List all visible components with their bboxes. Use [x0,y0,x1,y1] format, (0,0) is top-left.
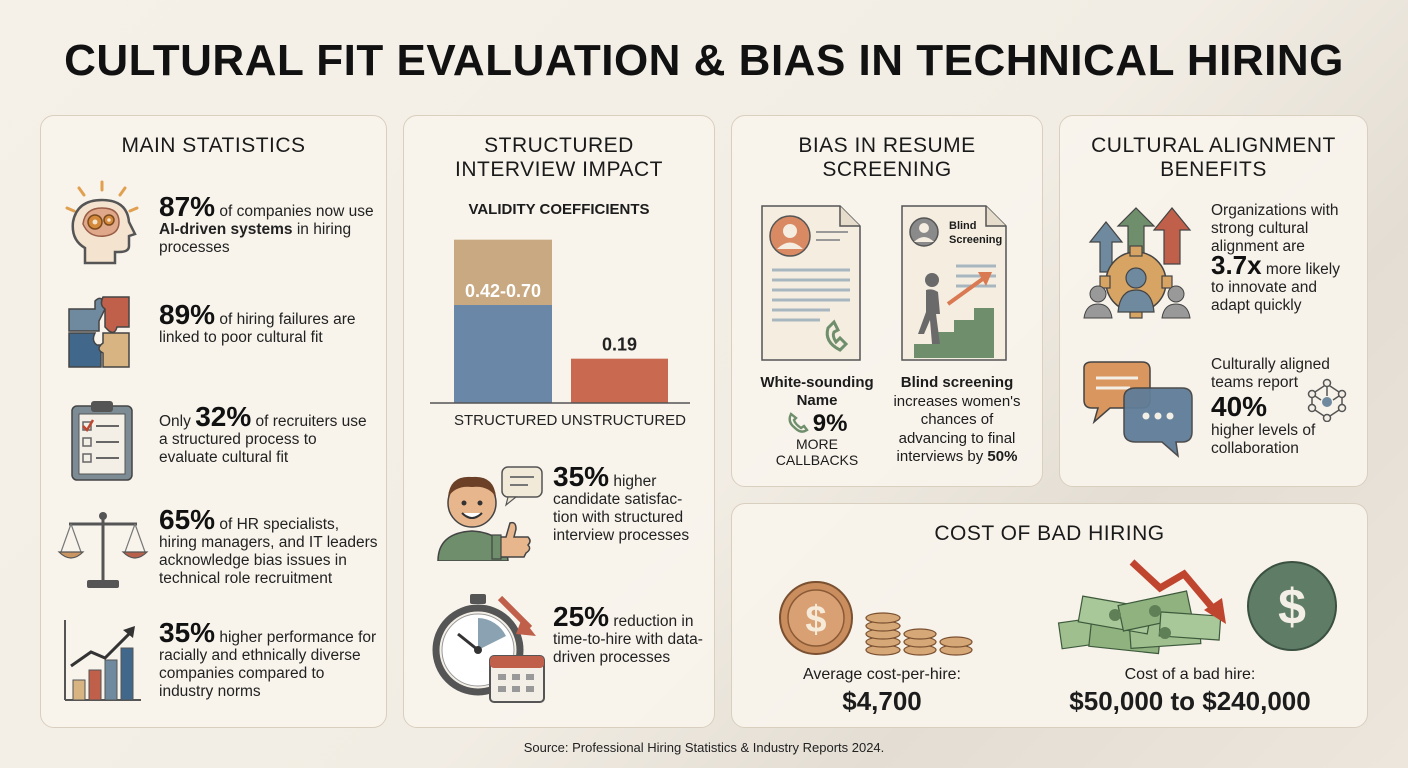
stat-diverse-performance: 35% higher performance for racially and … [159,617,377,701]
coin-stack-icon: $ [779,581,973,656]
main-statistics-panel: MAIN STATISTICS 87% of companies now use… [40,115,387,728]
cash-pile-down-arrow-icon: $ [1057,559,1337,655]
data-label-structured: 0.42-0.70 [465,281,541,301]
brain-gears-icon [65,180,139,265]
chart-title: VALIDITY COEFFICIENTS [468,201,650,218]
team-gear-arrows-icon [1083,207,1192,319]
resume-bias-panel: BIAS IN RESUME SCREENING Blind Screen [731,115,1043,487]
bar-label-unstructured: UNSTRUCTURED [561,412,686,429]
svg-text:$: $ [1278,579,1306,635]
scales-icon [57,512,149,588]
clipboard-checklist-icon [71,401,133,481]
resume-bias-heading: BIAS IN RESUME SCREENING [798,134,976,181]
stat-structured-process: Only 32% of recruiters use a structured … [159,401,367,467]
bad-hiring-panel: COST OF BAD HIRING $ Average cost-per-hi… [731,503,1368,728]
data-label-unstructured: 0.19 [602,335,637,355]
stat-innovation-likelihood: Organizations with strong cultural align… [1211,202,1340,314]
stat-time-to-hire: 25% reduction in time-to-hire with data-… [553,601,703,667]
cultural-alignment-panel: CULTURAL ALIGNMENT BENEFITS Organization… [1059,115,1368,487]
cultural-alignment-heading: CULTURAL ALIGNMENT BENEFITS [1091,134,1336,181]
white-name-callbacks: White-sounding Name 9% MORE CALLBACKS [760,374,874,468]
bad-hiring-heading: COST OF BAD HIRING [934,522,1165,545]
blind-screening-document-icon [901,205,1007,361]
structured-interview-panel: STRUCTURED INTERVIEW IMPACT VALIDITY COE… [403,115,715,728]
satisfied-candidate-icon [437,466,543,561]
average-cost-per-hire: Average cost-per-hire: $4,700 [803,666,961,716]
structured-interview-heading: STRUCTURED INTERVIEW IMPACT [455,134,663,181]
resume-document-icon [761,205,861,361]
main-statistics-heading: MAIN STATISTICS [121,134,306,157]
bar-unstructured [571,358,668,403]
stat-bias-acknowledged: 65% of HR specialists, hiring managers, … [159,504,378,588]
stat-ai-driven: 87% of companies now use AI-driven syste… [159,191,374,257]
puzzle-icon [68,296,130,368]
blind-screening-stat: Blind screening increases women's chance… [893,374,1021,465]
bad-hire-cost: Cost of a bad hire: $50,000 to $240,000 [1069,666,1311,716]
svg-text:$: $ [805,599,826,641]
source-note: Source: Professional Hiring Statistics &… [523,740,885,755]
chat-bubbles-icon [1083,361,1193,458]
validity-chart: 0.42-0.70 0.19 [430,239,690,404]
stopwatch-calendar-icon [432,594,545,703]
network-nodes-icon [1307,378,1347,422]
blind-screening-doc-label: Blind Screening [949,220,1003,246]
bar-structured-range [454,239,552,305]
stat-candidate-satisfaction: 35% higher candidate satisfac-tion with … [553,461,690,545]
stat-hiring-failures: 89% of hiring failures are linked to poo… [159,299,356,347]
phone-icon [788,412,809,433]
bar-label-structured: STRUCTURED [454,412,558,429]
stat-collaboration: Culturally aligned teams report 40% high… [1211,356,1330,457]
bar-structured-base [454,305,552,403]
growth-chart-icon [64,620,141,701]
page-title: CULTURAL FIT EVALUATION & BIAS IN TECHNI… [64,36,1344,85]
